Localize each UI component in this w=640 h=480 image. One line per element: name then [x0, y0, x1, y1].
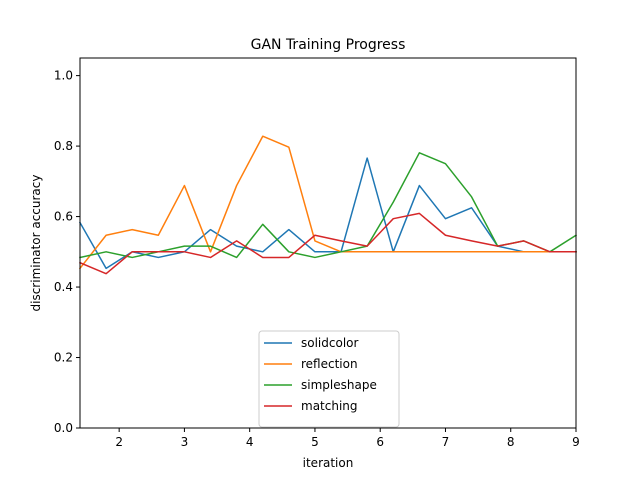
x-axis-ticks: 2 3 4 5 6 7 8 9	[115, 428, 580, 449]
chart-title: GAN Training Progress	[251, 37, 406, 53]
y-tick-label: 1.0	[54, 69, 73, 83]
x-axis-label: iteration	[303, 456, 354, 470]
legend: solidcolor reflection simpleshape matching	[258, 330, 400, 428]
y-tick-label: 0.8	[54, 139, 73, 153]
x-tick-label: 7	[442, 435, 450, 449]
x-tick-label: 9	[572, 435, 580, 449]
y-tick-label: 0.6	[54, 210, 73, 224]
y-tick-label: 0.0	[54, 421, 73, 435]
plot-lines	[78, 135, 578, 275]
x-tick-label: 8	[507, 435, 515, 449]
y-tick-label: 0.2	[54, 351, 73, 365]
series-line-solidcolor	[78, 157, 577, 270]
x-tick-label: 2	[115, 435, 123, 449]
x-tick-label: 3	[181, 435, 189, 449]
series-line-simpleshape	[79, 152, 578, 259]
y-tick-label: 0.4	[54, 280, 73, 294]
plot-frame	[79, 57, 577, 429]
x-tick-label: 6	[376, 435, 384, 449]
legend-label-solidcolor: solidcolor	[301, 336, 358, 350]
legend-label-matching: matching	[301, 399, 358, 413]
legend-label-reflection: reflection	[301, 357, 358, 371]
y-axis-ticks: 0.0 0.2 0.4 0.6 0.8 1.0	[54, 69, 80, 435]
y-axis-label: discriminator accuracy	[29, 175, 43, 312]
x-tick-label: 4	[246, 435, 254, 449]
legend-label-simpleshape: simpleshape	[301, 378, 377, 392]
legend-box	[258, 330, 400, 428]
series-line-reflection	[78, 135, 577, 270]
series-line-matching	[79, 212, 577, 275]
x-tick-label: 5	[311, 435, 319, 449]
